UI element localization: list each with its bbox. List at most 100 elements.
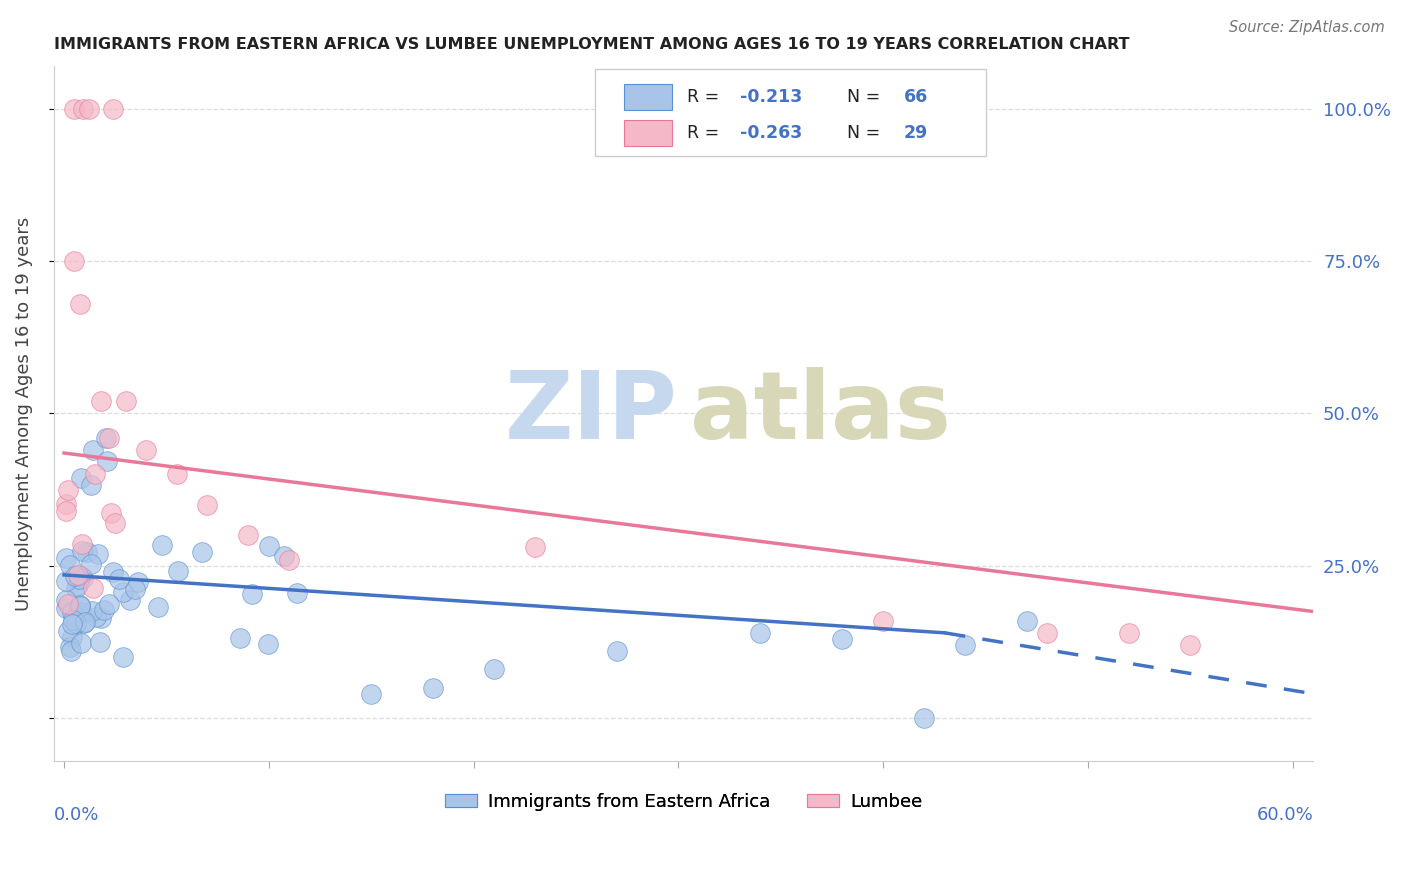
Point	[124, 582, 146, 596]
Point	[84, 609, 107, 624]
Point	[749, 625, 772, 640]
FancyBboxPatch shape	[624, 84, 672, 110]
Point	[482, 662, 505, 676]
Text: Source: ZipAtlas.com: Source: ZipAtlas.com	[1229, 20, 1385, 35]
Point	[104, 516, 127, 530]
Point	[127, 575, 149, 590]
Text: -0.263: -0.263	[740, 124, 803, 142]
Point	[135, 442, 157, 457]
Point	[257, 539, 280, 553]
Point	[58, 598, 80, 612]
Point	[55, 574, 77, 588]
Point	[257, 637, 280, 651]
Point	[56, 624, 79, 639]
Point	[197, 498, 219, 512]
Point	[55, 600, 77, 615]
Legend: Immigrants from Eastern Africa, Lumbee: Immigrants from Eastern Africa, Lumbee	[437, 785, 929, 818]
Point	[55, 504, 77, 518]
Point	[1036, 625, 1059, 640]
Point	[97, 597, 120, 611]
Point	[70, 536, 93, 550]
Text: 0.0%: 0.0%	[53, 806, 100, 824]
Point	[524, 541, 547, 555]
Point	[872, 614, 894, 628]
Point	[69, 636, 91, 650]
Point	[76, 545, 98, 559]
Point	[77, 102, 100, 116]
Text: 29: 29	[904, 124, 928, 142]
Text: R =: R =	[688, 88, 725, 106]
Point	[150, 538, 173, 552]
Point	[229, 632, 252, 646]
Point	[80, 557, 103, 571]
Point	[273, 549, 295, 564]
Point	[70, 569, 93, 583]
Text: N =: N =	[848, 124, 886, 142]
Point	[422, 681, 444, 695]
Point	[114, 394, 136, 409]
Point	[191, 545, 214, 559]
Point	[111, 585, 134, 599]
Point	[606, 644, 628, 658]
Point	[59, 640, 82, 654]
Text: 60.0%: 60.0%	[1257, 806, 1313, 824]
Point	[65, 616, 87, 631]
Point	[70, 605, 93, 619]
Text: -0.213: -0.213	[740, 88, 803, 106]
Text: atlas: atlas	[690, 368, 950, 459]
Text: R =: R =	[688, 124, 725, 142]
Text: N =: N =	[848, 88, 886, 106]
Point	[63, 254, 86, 268]
FancyBboxPatch shape	[595, 70, 986, 156]
FancyBboxPatch shape	[624, 120, 672, 146]
Point	[103, 102, 125, 116]
Point	[58, 483, 80, 497]
Point	[67, 573, 90, 587]
Point	[953, 638, 976, 652]
Point	[108, 572, 131, 586]
Text: IMMIGRANTS FROM EASTERN AFRICA VS LUMBEE UNEMPLOYMENT AMONG AGES 16 TO 19 YEARS : IMMIGRANTS FROM EASTERN AFRICA VS LUMBEE…	[53, 37, 1129, 53]
Point	[103, 565, 125, 579]
Point	[72, 544, 94, 558]
Point	[67, 578, 90, 592]
Point	[93, 603, 115, 617]
Point	[146, 599, 169, 614]
Point	[360, 687, 382, 701]
Point	[82, 581, 104, 595]
Point	[72, 571, 94, 585]
Point	[285, 586, 308, 600]
Point	[1180, 638, 1202, 652]
Point	[55, 550, 77, 565]
Point	[63, 102, 86, 116]
Point	[82, 442, 104, 457]
Point	[55, 497, 77, 511]
Point	[90, 611, 112, 625]
Point	[96, 454, 118, 468]
Point	[87, 547, 110, 561]
Point	[80, 477, 103, 491]
Point	[69, 599, 91, 614]
Point	[59, 644, 82, 658]
Point	[65, 581, 87, 595]
Point	[60, 617, 83, 632]
Point	[166, 467, 188, 482]
Point	[100, 506, 122, 520]
Text: ZIP: ZIP	[505, 368, 678, 459]
Point	[59, 558, 82, 572]
Point	[69, 296, 91, 310]
Point	[73, 615, 96, 629]
Point	[60, 631, 83, 645]
Point	[831, 632, 853, 646]
Point	[62, 613, 84, 627]
Y-axis label: Unemployment Among Ages 16 to 19 years: Unemployment Among Ages 16 to 19 years	[15, 216, 32, 610]
Point	[62, 605, 84, 619]
Point	[1118, 625, 1140, 640]
Point	[98, 431, 121, 445]
Point	[65, 569, 87, 583]
Point	[118, 592, 141, 607]
Point	[72, 616, 94, 631]
Point	[80, 604, 103, 618]
Point	[67, 568, 90, 582]
Point	[72, 102, 94, 116]
Point	[94, 431, 117, 445]
